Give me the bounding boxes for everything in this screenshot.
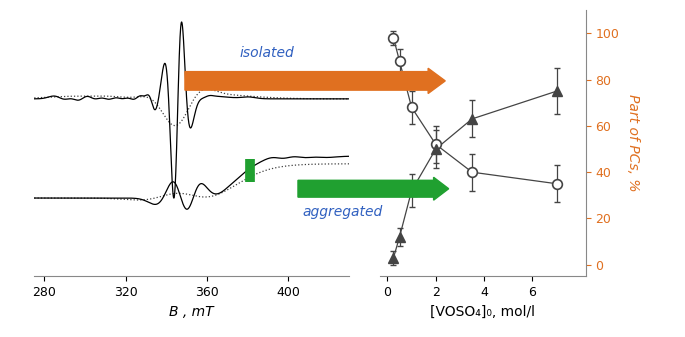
Text: aggregated: aggregated — [302, 205, 383, 219]
Text: isolated: isolated — [240, 46, 295, 60]
X-axis label: [VOSO₄]₀, mol/l: [VOSO₄]₀, mol/l — [430, 305, 536, 318]
Y-axis label: Part of PCs, %: Part of PCs, % — [626, 94, 640, 192]
X-axis label: B , mT: B , mT — [169, 305, 214, 318]
